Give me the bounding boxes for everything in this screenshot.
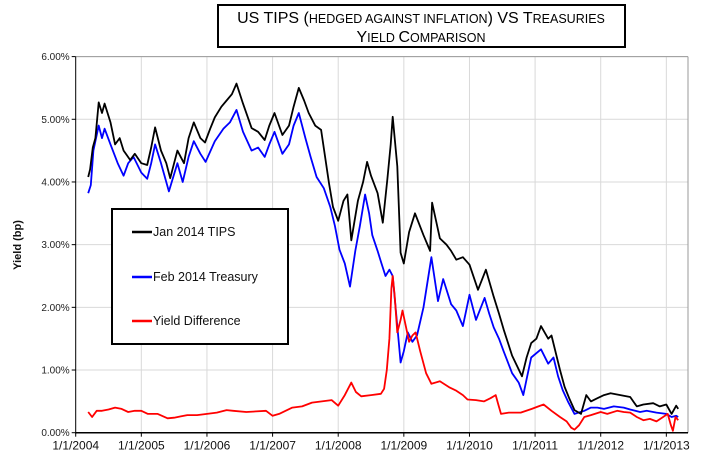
x-tick-label: 1/1/2005: [118, 439, 165, 453]
legend-label-yield-difference: Yield Difference: [153, 314, 241, 328]
legend-item-treasury: Feb 2014 Treasury: [132, 270, 259, 284]
y-tick-label: 0.00%: [41, 428, 69, 439]
x-tick-label: 1/1/2007: [249, 439, 296, 453]
legend-item-tips: Jan 2014 TIPS: [132, 225, 235, 239]
x-tick-label: 1/1/2004: [52, 439, 99, 453]
y-tick-label: 2.00%: [41, 303, 69, 314]
title-line-2: YIELD COMPARISON: [357, 29, 486, 46]
legend-item-yield-difference: Yield Difference: [132, 314, 241, 328]
x-tick-label: 1/1/2008: [315, 439, 362, 453]
axes: [71, 56, 689, 437]
title-line-1: US TIPS (HEDGED AGAINST INFLATION) VS TR…: [237, 10, 605, 27]
legend-label-tips: Jan 2014 TIPS: [153, 225, 235, 239]
y-tick-label: 4.00%: [41, 177, 69, 188]
x-tick-label: 1/1/2009: [380, 439, 427, 453]
series-lines: [87, 82, 679, 432]
y-tick-label: 1.00%: [41, 366, 69, 377]
y-tick-label: 6.00%: [41, 52, 69, 63]
legend: Jan 2014 TIPS Feb 2014 Treasury Yield Di…: [111, 208, 289, 345]
legend-label-treasury: Feb 2014 Treasury: [153, 270, 259, 284]
x-tick-label: 1/1/2006: [184, 439, 231, 453]
tick-labels: 0.00% 1.00% 2.00% 3.00% 4.00% 5.00% 6.00% 1/1/2…: [41, 52, 690, 453]
chart-title: US TIPS (HEDGED AGAINST INFLATION) VS TR…: [217, 4, 626, 48]
x-tick-label: 1/1/2013: [643, 439, 690, 453]
title-box: [217, 4, 626, 48]
tips-line: [87, 82, 679, 415]
y-tick-label: 3.00%: [41, 240, 69, 251]
treasury-line: [87, 109, 679, 418]
x-tick-label: 1/1/2012: [577, 439, 624, 453]
x-tick-label: 1/1/2011: [512, 439, 558, 453]
x-tick-label: 1/1/2010: [446, 439, 493, 453]
y-tick-label: 5.00%: [41, 115, 69, 126]
yield-difference-line: [87, 275, 679, 432]
y-axis-label: Yield (bp): [12, 220, 24, 270]
